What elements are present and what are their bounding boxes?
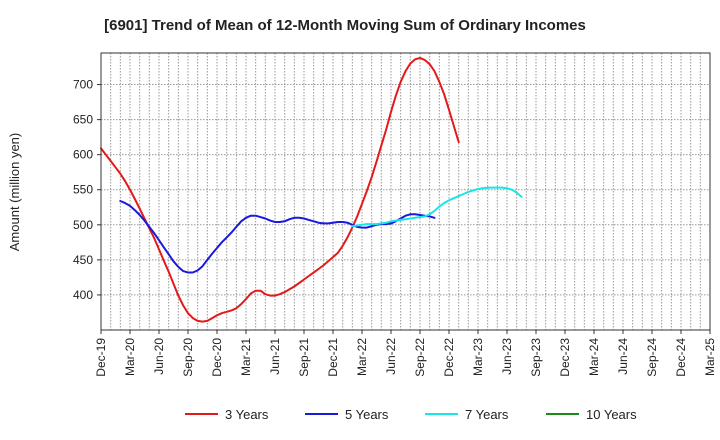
x-tick-label: Jun-23: [500, 338, 514, 375]
chart-title: [6901] Trend of Mean of 12-Month Moving …: [104, 17, 586, 34]
plot-background: [101, 53, 710, 330]
legend-label-10-years: 10 Years: [586, 407, 637, 422]
plot-border: [100, 52, 711, 331]
x-tick-label: Dec-19: [94, 338, 108, 377]
legend-label-5-years: 5 Years: [345, 407, 389, 422]
x-tick-label: Jun-20: [152, 338, 166, 375]
y-tick-label: 700: [73, 78, 93, 92]
y-tick-label: 450: [73, 253, 93, 267]
y-tick-label: 550: [73, 183, 93, 197]
x-tick-label: Jun-24: [616, 338, 630, 375]
y-ticks: 400 450 500 550 600 650 700: [73, 78, 101, 302]
x-tick-label: Sep-22: [413, 338, 427, 377]
x-tick-label: Dec-20: [210, 338, 224, 377]
x-tick-label: Sep-23: [529, 338, 543, 377]
y-tick-label: 400: [73, 288, 93, 302]
y-tick-label: 500: [73, 218, 93, 232]
x-ticks: Dec-19 Mar-20 Jun-20 Sep-20 Dec-20 Mar-21 Jun-…: [94, 330, 717, 377]
y-axis-label: Amount (million yen): [7, 133, 22, 252]
x-tick-label: Dec-23: [558, 338, 572, 377]
x-tick-label: Sep-24: [645, 338, 659, 377]
x-tick-label: Dec-24: [674, 338, 688, 377]
x-tick-label: Sep-21: [297, 338, 311, 377]
y-tick-label: 600: [73, 148, 93, 162]
legend-label-7-years: 7 Years: [465, 407, 509, 422]
x-tick-label: Mar-23: [471, 338, 485, 376]
y-tick-label: 650: [73, 113, 93, 127]
x-tick-label: Jun-21: [268, 338, 282, 375]
x-tick-label: Mar-25: [703, 338, 717, 376]
x-tick-label: Mar-21: [239, 338, 253, 376]
series-group: [100, 56, 523, 323]
legend-label-3-years: 3 Years: [225, 407, 269, 422]
series-line-7-years: [351, 186, 523, 228]
legend: 3 Years 5 Years 7 Years 10 Years: [185, 407, 637, 422]
x-tick-label: Dec-22: [442, 338, 456, 377]
x-tick-label: Mar-20: [123, 338, 137, 376]
x-tick-label: Mar-24: [587, 338, 601, 376]
x-tick-label: Dec-21: [326, 338, 340, 377]
grid: [101, 53, 710, 330]
series-line-3-years: [100, 56, 460, 323]
x-tick-label: Mar-22: [355, 338, 369, 376]
x-tick-label: Sep-20: [181, 338, 195, 377]
x-tick-label: Jun-22: [384, 338, 398, 375]
